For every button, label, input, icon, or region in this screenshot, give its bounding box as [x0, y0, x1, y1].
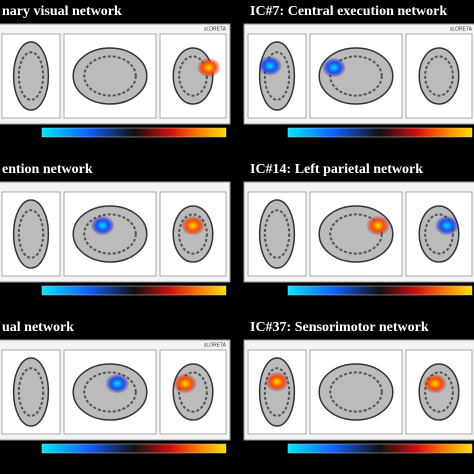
- software-label: sLORETA: [204, 26, 227, 32]
- panel-title: IC#7: Central execution network: [250, 4, 447, 19]
- brain-inner: [263, 209, 291, 259]
- activation: [321, 57, 346, 78]
- activation: [196, 57, 221, 78]
- software-label: sLORETA: [450, 26, 473, 32]
- panel-title: IC#37: Sensorimotor network: [250, 320, 429, 335]
- brain-inner: [424, 55, 454, 97]
- brain-inner: [178, 213, 208, 255]
- activation: [434, 215, 459, 236]
- brain-inner: [17, 51, 45, 101]
- activation: [90, 215, 115, 236]
- colorbar: [41, 443, 227, 454]
- colorbar: [287, 127, 473, 138]
- colorbar: [287, 443, 473, 454]
- brain-inner: [17, 209, 45, 259]
- panel-title: ention network: [2, 162, 93, 177]
- colorbar: [41, 127, 227, 138]
- colorbar: [41, 285, 227, 296]
- brain-inner: [83, 213, 137, 255]
- brain-inner: [263, 51, 291, 101]
- software-label: sLORETA: [204, 342, 227, 348]
- brain-inner: [17, 367, 45, 417]
- panel-title: IC#14: Left parietal network: [250, 162, 423, 177]
- activation: [265, 371, 289, 392]
- activation: [181, 215, 205, 236]
- panel-title: ual network: [2, 320, 74, 335]
- activation: [105, 373, 130, 394]
- brain-inner: [83, 371, 137, 413]
- brain-inner: [263, 367, 291, 417]
- activation: [366, 215, 391, 236]
- activation: [258, 55, 283, 76]
- activation: [423, 373, 448, 394]
- colorbar: [287, 285, 473, 296]
- brain-inner: [329, 371, 383, 413]
- activation: [173, 373, 198, 394]
- brain-inner: [424, 371, 454, 413]
- brain-inner: [83, 55, 137, 97]
- panel-title: nary visual network: [2, 4, 122, 19]
